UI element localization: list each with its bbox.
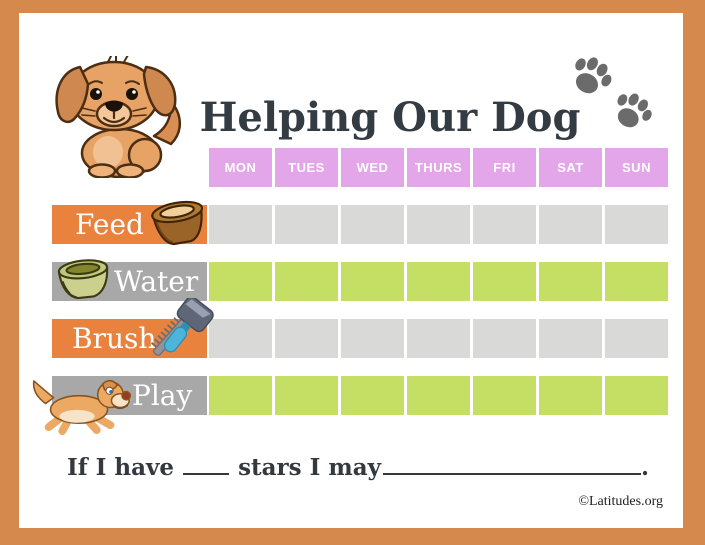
play-row-cells [209,376,668,415]
brush-mon-cell[interactable] [209,319,272,358]
reward-blank[interactable] [382,450,641,475]
sentence-part2: stars I may [238,454,381,481]
water-bowl-icon [57,259,109,300]
play-thurs-cell[interactable] [407,376,470,415]
reward-sentence: If I have stars I may . [67,450,649,481]
feed-tues-cell[interactable] [275,205,338,244]
running-dog-icon [32,379,132,435]
play-sat-cell[interactable] [539,376,602,415]
day-header-row: MON TUES WED THURS FRI SAT SUN [209,148,668,187]
day-header-mon: MON [209,148,272,187]
play-tues-cell[interactable] [275,376,338,415]
day-header-sun: SUN [605,148,668,187]
feed-wed-cell[interactable] [341,205,404,244]
water-fri-cell[interactable] [473,262,536,301]
feed-thurs-cell[interactable] [407,205,470,244]
brush-icon [151,298,214,356]
feed-mon-cell[interactable] [209,205,272,244]
brush-sun-cell[interactable] [605,319,668,358]
brush-tues-cell[interactable] [275,319,338,358]
water-sun-cell[interactable] [605,262,668,301]
brush-wed-cell[interactable] [341,319,404,358]
row-label-brush-text: Brush [72,322,157,355]
paw-prints-icon [575,57,652,128]
day-header-thurs: THURS [407,148,470,187]
page-title: Helping Our Dog [199,93,581,141]
day-header-sat: SAT [539,148,602,187]
brush-thurs-cell[interactable] [407,319,470,358]
row-label-water-text: Water [114,265,199,298]
play-mon-cell[interactable] [209,376,272,415]
stars-count-blank[interactable] [183,450,230,475]
feed-bowl-icon [151,200,204,246]
brush-sat-cell[interactable] [539,319,602,358]
sentence-part1: If I have [67,454,175,481]
feed-sat-cell[interactable] [539,205,602,244]
copyright-text: ©Latitudes.org [578,494,663,509]
water-thurs-cell[interactable] [407,262,470,301]
sentence-period: . [640,454,649,481]
puppy-illustration [55,56,181,178]
brush-row-cells [209,319,668,358]
day-header-tues: TUES [275,148,338,187]
row-label-play-text: Play [132,379,193,412]
play-wed-cell[interactable] [341,376,404,415]
water-wed-cell[interactable] [341,262,404,301]
play-sun-cell[interactable] [605,376,668,415]
water-sat-cell[interactable] [539,262,602,301]
brush-fri-cell[interactable] [473,319,536,358]
day-header-wed: WED [341,148,404,187]
feed-fri-cell[interactable] [473,205,536,244]
water-mon-cell[interactable] [209,262,272,301]
water-row-cells [209,262,668,301]
water-tues-cell[interactable] [275,262,338,301]
feed-row-cells [209,205,668,244]
row-label-feed-text: Feed [75,208,144,241]
day-header-fri: FRI [473,148,536,187]
feed-sun-cell[interactable] [605,205,668,244]
play-fri-cell[interactable] [473,376,536,415]
